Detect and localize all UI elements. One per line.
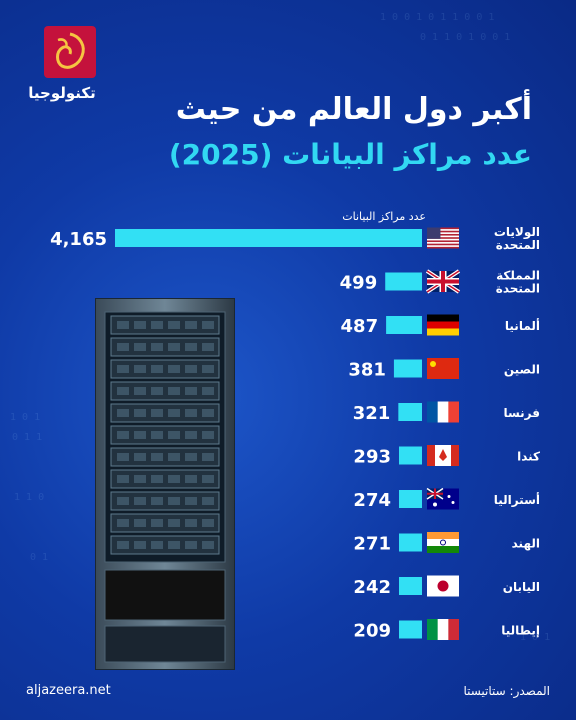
aljazeera-logo: [44, 26, 96, 78]
title-line-1: أكبر دول العالم من حيث: [175, 92, 532, 127]
category-label-jp: اليابان: [503, 580, 540, 594]
flag-jp-icon: [427, 575, 459, 597]
value-label-de: 487: [341, 316, 379, 337]
flag-us-icon: [427, 227, 459, 249]
category-label-cn: الصين: [504, 363, 540, 377]
bar-de: [386, 316, 422, 334]
category-label-de: ألمانيا: [505, 318, 540, 333]
bar-it: [399, 620, 422, 639]
category-label-it: إيطاليا: [501, 624, 540, 638]
bar-au: [399, 490, 422, 508]
bar-jp: [399, 577, 422, 595]
flag-cn-icon: [427, 358, 459, 379]
value-label-gb: 499: [340, 273, 378, 294]
bar-gb: [385, 272, 422, 291]
category-label-ca: كندا: [517, 450, 540, 464]
bar-cn: [393, 359, 422, 378]
flag-au-icon: [426, 487, 459, 510]
server-rack-illustration: [95, 298, 235, 670]
value-label-it: 209: [353, 621, 391, 642]
category-label-gb: المملكة المتحدة: [496, 269, 540, 296]
category-label-au: أستراليا: [494, 492, 540, 507]
source-note: المصدر: ستاتيستا: [463, 684, 550, 698]
flag-in-icon: [427, 532, 459, 553]
value-label-au: 274: [353, 490, 391, 511]
value-label-ca: 293: [353, 447, 391, 468]
bar-in: [399, 533, 422, 552]
bar-fr: [398, 403, 422, 421]
value-label-fr: 321: [353, 403, 391, 424]
flag-it-icon: [427, 619, 459, 640]
category-label-us: الولايات المتحدة: [494, 225, 540, 252]
site-url[interactable]: aljazeera.net: [26, 683, 111, 698]
flag-ca-icon: [427, 445, 459, 466]
flag-fr-icon: [427, 401, 459, 423]
flag-gb-icon: [425, 269, 461, 294]
flag-de-icon: [427, 314, 459, 336]
value-label-jp: 242: [353, 577, 391, 598]
value-label-us: 4,165: [50, 229, 107, 250]
category-label-fr: فرنسا: [503, 406, 540, 420]
value-label-in: 271: [353, 534, 391, 555]
value-label-cn: 381: [348, 360, 386, 381]
bar-us: [115, 229, 422, 247]
section-label: تكنولوجيا: [28, 84, 96, 102]
category-label-in: الهند: [512, 537, 540, 551]
bar-ca: [399, 446, 422, 465]
series-label: عدد مراكز البيانات: [342, 210, 426, 223]
title-line-2: عدد مراكز البيانات (2025): [168, 138, 532, 171]
